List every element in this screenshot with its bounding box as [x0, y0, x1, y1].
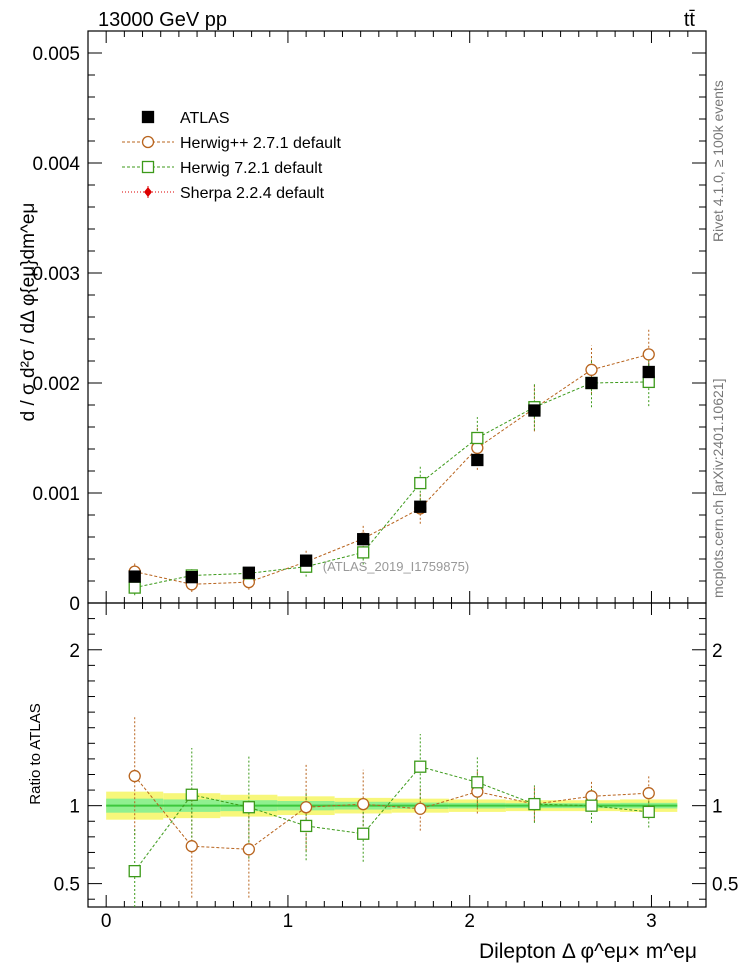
y-tick-label: 2 — [69, 641, 80, 662]
ratio-herwig7-point — [528, 797, 541, 811]
y-tick-label: 0.004 — [32, 154, 80, 175]
ratio-herwigpp-point — [128, 769, 141, 783]
legend-herwigpp-marker — [141, 135, 155, 149]
ratio-series-line — [134, 766, 649, 872]
y-tick-label: 0 — [69, 594, 80, 615]
atlas-point — [528, 404, 541, 417]
ratio-herwig7-point — [299, 819, 313, 833]
ratio-herwig7-point — [242, 801, 256, 814]
ratio-herwig7-point — [414, 760, 427, 773]
energy-label: 13000 GeV pp — [98, 9, 227, 31]
ratio-herwigpp-point — [299, 801, 313, 814]
x-tick-label: 1 — [283, 911, 294, 932]
ratio-herwig7-point — [185, 788, 198, 801]
ratio-plot: 0 1 2 3 0.5 0.5 1 1 2 2 — [54, 31, 738, 932]
legend-herwig7-marker — [141, 160, 155, 174]
ratio-y-axis-label: Ratio to ATLAS — [27, 703, 44, 804]
series-line — [134, 381, 649, 589]
atlas-point — [585, 376, 598, 390]
atlas-point — [471, 453, 484, 467]
atlas-point — [299, 554, 313, 567]
legend-atlas-marker — [141, 110, 155, 124]
atlas-point — [414, 500, 427, 513]
ratio-herwig7-point — [357, 827, 370, 840]
legend-label: Sherpa 2.2.4 default — [180, 185, 325, 202]
x-tick-label: 3 — [646, 911, 657, 932]
y-tick-label: 0.003 — [32, 264, 80, 285]
herwig7-point — [471, 431, 484, 445]
y-tick-label-right: 1 — [712, 797, 723, 818]
rivet-label: Rivet 4.1.0, ≥ 100k events — [710, 80, 726, 242]
herwigpp-point — [585, 363, 598, 376]
ratio-herwig7-point — [471, 776, 484, 789]
ratio-herwigpp-point — [357, 797, 370, 811]
x-tick-label: 2 — [464, 911, 475, 932]
atlas-point — [242, 566, 256, 579]
process-label: tt̄ — [684, 9, 696, 31]
ratio-herwigpp-point — [642, 787, 655, 800]
ratio-herwig7-point — [642, 805, 655, 819]
y-tick-label: 0.002 — [32, 374, 80, 395]
y-tick-label-right: 0.5 — [712, 875, 738, 896]
mcplots-label: mcplots.cern.ch [arXiv:2401.10621] — [710, 379, 726, 598]
ratio-herwigpp-point — [242, 843, 256, 856]
herwig7-point — [128, 581, 141, 594]
legend-label: Herwig++ 2.7.1 default — [180, 135, 342, 152]
legend-label: Herwig 7.2.1 default — [180, 160, 323, 177]
ratio-herwigpp-point — [414, 802, 427, 815]
ratio-herwig7-point — [585, 799, 598, 812]
atlas-point — [185, 571, 198, 584]
main-plot: 0 0.001 0.002 0.003 0.004 0.005 — [32, 30, 707, 615]
main-y-axis-label: d / σ d²σ / dΔ φ{eμ}dm^eμ — [18, 203, 39, 422]
y-tick-label: 0.005 — [32, 44, 80, 65]
x-axis-label: Dilepton Δ φ^eμ× m^eμ — [479, 940, 697, 963]
ratio-herwigpp-point — [185, 840, 198, 853]
herwigpp-point — [642, 348, 655, 361]
herwig7-point — [357, 546, 370, 559]
analysis-watermark: (ATLAS_2019_I1759875) — [323, 559, 469, 574]
atlas-point — [642, 365, 655, 379]
legend: ATLAS Herwig++ 2.7.1 default Herwig 7.2.1 … — [122, 110, 342, 202]
y-tick-label: 1 — [69, 797, 80, 818]
y-tick-label-right: 2 — [712, 641, 723, 662]
series-line — [134, 353, 649, 585]
legend-sherpa-marker — [144, 187, 152, 197]
herwig7-point — [414, 476, 427, 490]
atlas-point — [357, 533, 370, 546]
y-tick-label: 0.5 — [54, 875, 80, 896]
atlas-point — [128, 570, 141, 583]
y-tick-label: 0.001 — [32, 484, 80, 505]
ratio-herwig7-point — [128, 864, 141, 878]
ratio-frame — [87, 602, 707, 908]
x-tick-label: 0 — [101, 911, 112, 932]
legend-label: ATLAS — [180, 110, 230, 127]
